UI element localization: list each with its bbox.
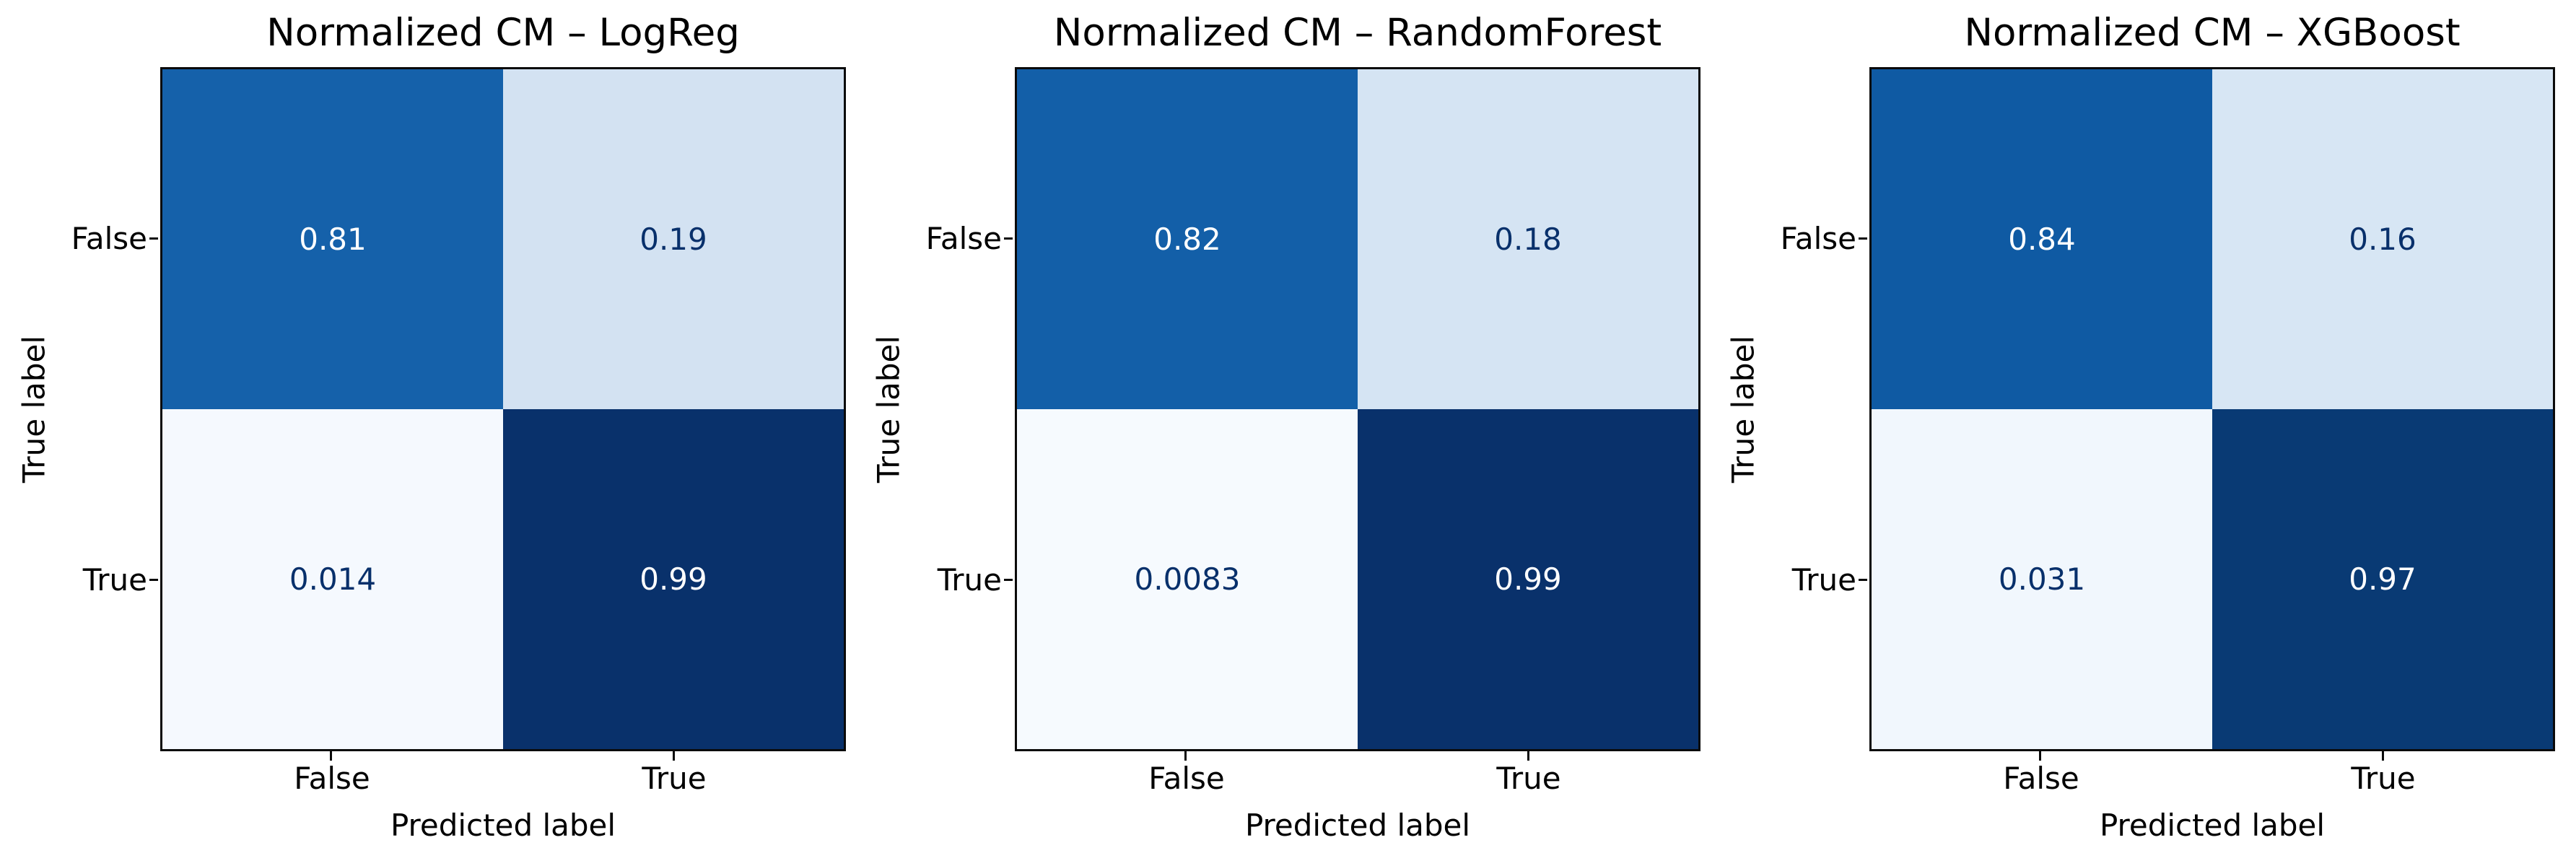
y-tick-label: True xyxy=(937,562,1002,598)
y-axis-label: True label xyxy=(16,335,52,484)
subplot-logreg: Normalized CM – LogReg 0.81 0.19 0.014 0… xyxy=(17,0,846,866)
x-tick-mark xyxy=(2039,751,2041,761)
y-tick-mark xyxy=(1004,237,1013,240)
cell-value: 0.014 xyxy=(289,561,377,597)
y-tick-mark xyxy=(149,579,158,581)
y-tick-label: False xyxy=(71,221,147,256)
cell-value: 0.97 xyxy=(2349,561,2416,597)
heatmap-axes: 0.84 0.16 0.031 0.97 xyxy=(1869,67,2555,751)
cell-false-true: 0.16 xyxy=(2212,69,2553,409)
y-tick-mark xyxy=(1859,579,1867,581)
x-tick-mark xyxy=(2382,751,2384,761)
x-axis-label: Predicted label xyxy=(1244,808,1471,843)
x-axis-label: Predicted label xyxy=(2099,808,2326,843)
cell-true-false: 0.014 xyxy=(162,409,503,749)
y-tick-label: True xyxy=(1791,562,1856,598)
cell-value: 0.84 xyxy=(2008,222,2076,257)
y-axis-label: True label xyxy=(870,335,907,484)
cell-false-false: 0.81 xyxy=(162,69,503,409)
subplot-title: Normalized CM – RandomForest xyxy=(1053,11,1662,55)
subplot-title: Normalized CM – XGBoost xyxy=(1964,11,2461,55)
y-tick-mark xyxy=(1859,237,1867,240)
x-tick-label: False xyxy=(294,761,370,796)
cell-value: 0.19 xyxy=(639,222,707,257)
cell-false-true: 0.18 xyxy=(1358,69,1698,409)
cell-true-true: 0.99 xyxy=(503,409,844,749)
x-tick-mark xyxy=(673,751,675,761)
cell-true-false: 0.0083 xyxy=(1017,409,1358,749)
cell-value: 0.81 xyxy=(299,222,367,257)
y-axis-label: True label xyxy=(1725,335,1761,484)
cell-value: 0.031 xyxy=(1998,561,2086,597)
cell-true-false: 0.031 xyxy=(1872,409,2212,749)
subplot-title: Normalized CM – LogReg xyxy=(266,11,740,55)
subplot-xgboost: Normalized CM – XGBoost 0.84 0.16 0.031 … xyxy=(1726,0,2555,866)
y-tick-mark xyxy=(149,237,158,240)
y-tick-mark xyxy=(1004,579,1013,581)
cell-value: 0.99 xyxy=(639,561,707,597)
x-axis-label: Predicted label xyxy=(390,808,616,843)
x-tick-mark xyxy=(330,751,332,761)
cell-value: 0.18 xyxy=(1494,222,1562,257)
cell-value: 0.82 xyxy=(1153,222,1221,257)
y-tick-label: True xyxy=(82,562,147,598)
cell-value: 0.16 xyxy=(2349,222,2416,257)
subplot-randomforest: Normalized CM – RandomForest 0.82 0.18 0… xyxy=(871,0,1700,866)
x-tick-label: True xyxy=(642,761,707,796)
cell-value: 0.0083 xyxy=(1134,561,1241,597)
x-tick-label: True xyxy=(1496,761,1561,796)
cell-false-false: 0.82 xyxy=(1017,69,1358,409)
y-tick-label: False xyxy=(1780,221,1856,256)
heatmap-axes: 0.81 0.19 0.014 0.99 xyxy=(160,67,846,751)
heatmap-axes: 0.82 0.18 0.0083 0.99 xyxy=(1015,67,1700,751)
x-tick-label: False xyxy=(2003,761,2079,796)
cell-value: 0.99 xyxy=(1494,561,1562,597)
x-tick-mark xyxy=(1527,751,1529,761)
x-tick-mark xyxy=(1184,751,1187,761)
cell-true-true: 0.99 xyxy=(1358,409,1698,749)
cell-false-false: 0.84 xyxy=(1872,69,2212,409)
cell-false-true: 0.19 xyxy=(503,69,844,409)
y-tick-label: False xyxy=(925,221,1002,256)
x-tick-label: True xyxy=(2351,761,2416,796)
cell-true-true: 0.97 xyxy=(2212,409,2553,749)
x-tick-label: False xyxy=(1148,761,1225,796)
